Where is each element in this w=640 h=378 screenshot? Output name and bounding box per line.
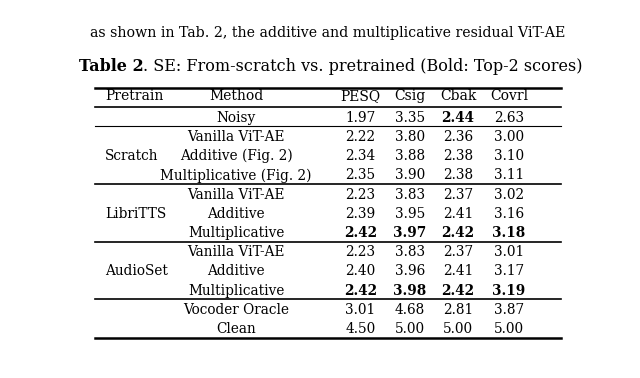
Text: Scratch: Scratch bbox=[105, 149, 158, 163]
Text: 2.63: 2.63 bbox=[494, 111, 524, 125]
Text: 2.42: 2.42 bbox=[344, 226, 377, 240]
Text: 2.23: 2.23 bbox=[345, 187, 375, 201]
Text: 2.44: 2.44 bbox=[442, 111, 474, 125]
Text: 3.83: 3.83 bbox=[395, 245, 425, 259]
Text: PESQ: PESQ bbox=[340, 89, 380, 103]
Text: AudioSet: AudioSet bbox=[105, 264, 168, 279]
Text: 2.37: 2.37 bbox=[443, 245, 473, 259]
Text: Covrl: Covrl bbox=[490, 89, 528, 103]
Text: 2.41: 2.41 bbox=[443, 264, 473, 279]
Text: 3.01: 3.01 bbox=[345, 303, 375, 317]
Text: 3.02: 3.02 bbox=[494, 187, 524, 201]
Text: 5.00: 5.00 bbox=[494, 322, 524, 336]
Text: 2.41: 2.41 bbox=[443, 207, 473, 221]
Text: Vanilla ViT-AE: Vanilla ViT-AE bbox=[188, 187, 285, 201]
Text: 3.00: 3.00 bbox=[494, 130, 524, 144]
Text: 3.18: 3.18 bbox=[492, 226, 525, 240]
Text: Noisy: Noisy bbox=[216, 111, 256, 125]
Text: 2.37: 2.37 bbox=[443, 187, 473, 201]
Text: Additive (Fig. 2): Additive (Fig. 2) bbox=[180, 149, 292, 163]
Text: 2.42: 2.42 bbox=[344, 284, 377, 297]
Text: 3.17: 3.17 bbox=[494, 264, 524, 279]
Text: Vanilla ViT-AE: Vanilla ViT-AE bbox=[188, 130, 285, 144]
Text: 3.90: 3.90 bbox=[395, 168, 425, 182]
Text: LibriTTS: LibriTTS bbox=[105, 207, 166, 221]
Text: Cbak: Cbak bbox=[440, 89, 476, 103]
Text: Table 2: Table 2 bbox=[79, 59, 143, 76]
Text: Csig: Csig bbox=[394, 89, 426, 103]
Text: 2.22: 2.22 bbox=[345, 130, 375, 144]
Text: Multiplicative: Multiplicative bbox=[188, 226, 284, 240]
Text: 3.10: 3.10 bbox=[494, 149, 524, 163]
Text: Multiplicative (Fig. 2): Multiplicative (Fig. 2) bbox=[161, 168, 312, 183]
Text: 5.00: 5.00 bbox=[443, 322, 473, 336]
Text: 5.00: 5.00 bbox=[395, 322, 425, 336]
Text: 2.81: 2.81 bbox=[443, 303, 473, 317]
Text: 2.38: 2.38 bbox=[443, 149, 473, 163]
Text: Multiplicative: Multiplicative bbox=[188, 284, 284, 297]
Text: Vanilla ViT-AE: Vanilla ViT-AE bbox=[188, 245, 285, 259]
Text: 4.68: 4.68 bbox=[395, 303, 425, 317]
Text: 2.23: 2.23 bbox=[345, 245, 375, 259]
Text: . SE: From-scratch vs. pretrained (Bold: Top-2 scores): . SE: From-scratch vs. pretrained (Bold:… bbox=[143, 59, 583, 76]
Text: 1.97: 1.97 bbox=[345, 111, 376, 125]
Text: 3.95: 3.95 bbox=[395, 207, 425, 221]
Text: as shown in Tab. 2, the additive and multiplicative residual ViT-AE: as shown in Tab. 2, the additive and mul… bbox=[90, 26, 566, 40]
Text: Pretrain: Pretrain bbox=[105, 89, 163, 103]
Text: 4.50: 4.50 bbox=[345, 322, 376, 336]
Text: 3.80: 3.80 bbox=[395, 130, 425, 144]
Text: 3.87: 3.87 bbox=[494, 303, 524, 317]
Text: 2.36: 2.36 bbox=[443, 130, 473, 144]
Text: 2.35: 2.35 bbox=[345, 168, 375, 182]
Text: 3.16: 3.16 bbox=[494, 207, 524, 221]
Text: 2.42: 2.42 bbox=[442, 284, 474, 297]
Text: Vocoder Oracle: Vocoder Oracle bbox=[183, 303, 289, 317]
Text: 2.34: 2.34 bbox=[345, 149, 376, 163]
Text: 3.96: 3.96 bbox=[395, 264, 425, 279]
Text: 2.39: 2.39 bbox=[345, 207, 376, 221]
Text: 3.98: 3.98 bbox=[393, 284, 426, 297]
Text: 3.19: 3.19 bbox=[492, 284, 525, 297]
Text: Method: Method bbox=[209, 89, 264, 103]
Text: Additive: Additive bbox=[207, 264, 265, 279]
Text: 2.40: 2.40 bbox=[345, 264, 376, 279]
Text: Clean: Clean bbox=[216, 322, 256, 336]
Text: 2.38: 2.38 bbox=[443, 168, 473, 182]
Text: 3.11: 3.11 bbox=[494, 168, 524, 182]
Text: 3.35: 3.35 bbox=[395, 111, 425, 125]
Text: 2.42: 2.42 bbox=[442, 226, 474, 240]
Text: 3.88: 3.88 bbox=[395, 149, 425, 163]
Text: 3.83: 3.83 bbox=[395, 187, 425, 201]
Text: Additive: Additive bbox=[207, 207, 265, 221]
Text: 3.01: 3.01 bbox=[494, 245, 524, 259]
Text: 3.97: 3.97 bbox=[393, 226, 426, 240]
